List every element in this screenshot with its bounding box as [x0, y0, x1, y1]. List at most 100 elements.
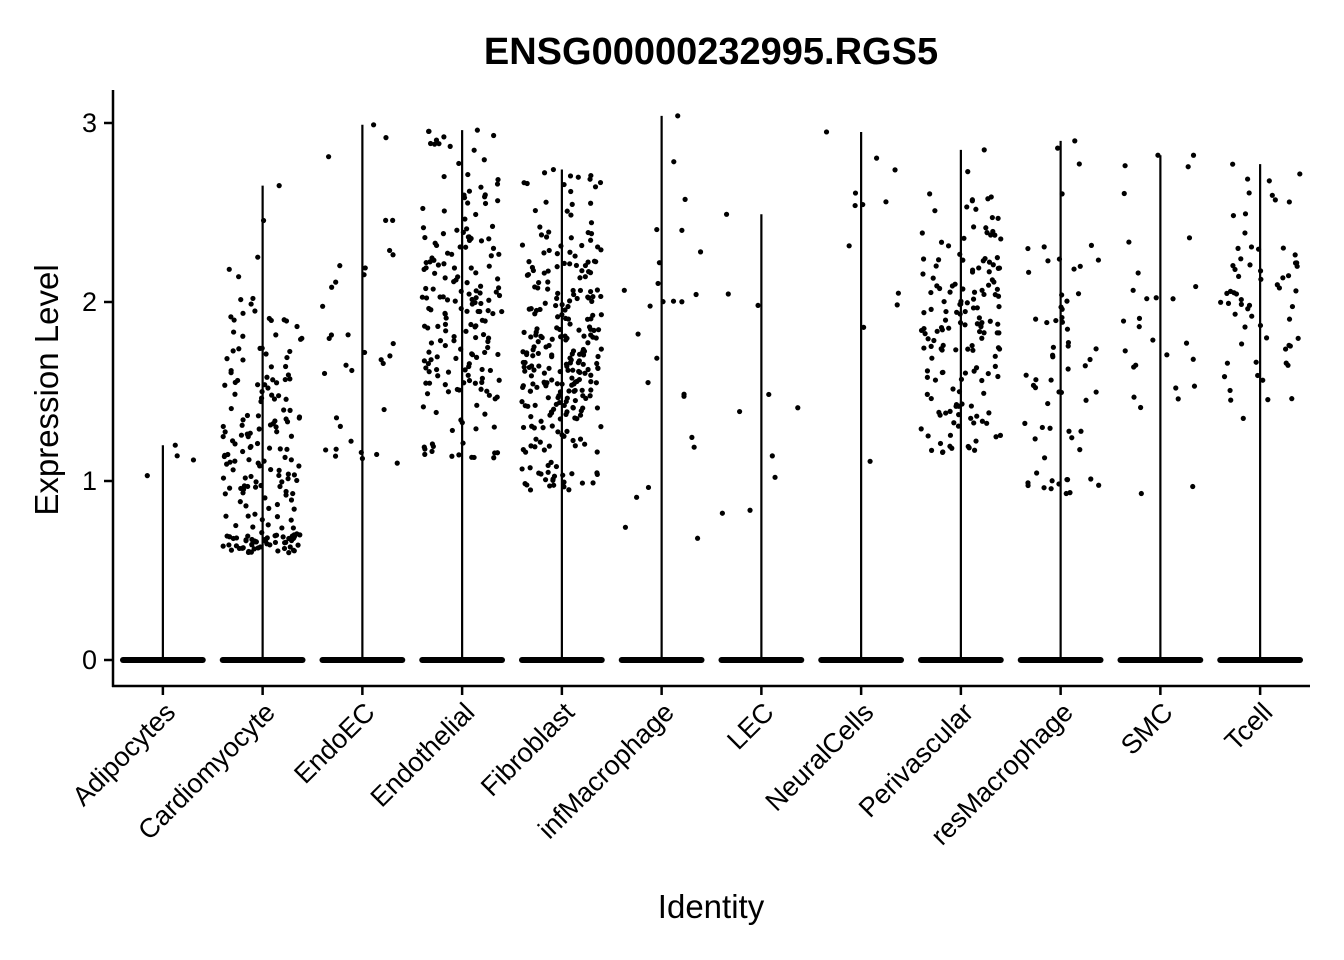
data-point — [473, 354, 480, 360]
data-point — [927, 191, 933, 197]
data-point — [719, 510, 725, 516]
data-point — [485, 344, 491, 351]
data-point — [587, 393, 593, 399]
data-point — [521, 180, 527, 186]
data-point — [464, 280, 470, 286]
data-point — [530, 353, 536, 359]
data-point — [546, 247, 552, 254]
data-point — [588, 316, 594, 322]
data-point — [1224, 290, 1230, 297]
data-point — [429, 448, 435, 454]
data-point — [253, 539, 259, 545]
data-point — [559, 302, 565, 308]
data-point — [291, 506, 297, 512]
data-point — [990, 262, 996, 268]
data-point — [487, 367, 493, 374]
data-point — [527, 465, 533, 471]
data-point — [222, 382, 228, 388]
data-point — [588, 237, 594, 243]
data-point — [442, 310, 448, 316]
data-point — [230, 467, 236, 473]
data-point — [1260, 377, 1266, 383]
data-point — [973, 365, 980, 371]
data-point — [979, 320, 985, 326]
data-point — [894, 302, 900, 308]
data-point — [452, 298, 458, 304]
data-point — [479, 375, 485, 381]
data-point — [421, 358, 427, 364]
data-point — [957, 320, 964, 326]
data-point — [281, 407, 287, 413]
data-point — [965, 346, 971, 352]
data-point — [755, 302, 761, 309]
data-point — [645, 379, 651, 386]
data-point — [424, 391, 431, 397]
data-point — [1249, 313, 1255, 319]
data-point — [466, 361, 472, 367]
data-point — [576, 351, 583, 357]
data-point — [520, 447, 526, 453]
data-point — [1044, 319, 1050, 326]
data-point — [527, 487, 534, 493]
data-point — [472, 324, 478, 330]
data-point — [479, 366, 485, 373]
data-point — [274, 514, 281, 520]
data-point — [930, 275, 936, 281]
data-point — [486, 297, 492, 303]
data-point — [939, 327, 945, 333]
data-point — [548, 409, 555, 415]
data-point — [287, 407, 293, 413]
data-point — [981, 147, 987, 153]
data-point — [1193, 283, 1199, 290]
data-point — [522, 368, 528, 374]
data-point — [970, 305, 977, 311]
data-point — [671, 159, 677, 165]
plot-area — [119, 113, 1304, 663]
data-point — [264, 541, 270, 547]
data-point — [277, 446, 283, 452]
data-point — [454, 386, 460, 393]
data-point — [252, 511, 258, 517]
data-point — [472, 380, 478, 386]
data-point — [479, 317, 485, 323]
data-point — [230, 348, 236, 354]
data-point — [228, 370, 234, 376]
data-point — [973, 438, 979, 444]
data-point — [521, 364, 527, 370]
data-point — [530, 267, 536, 274]
data-point — [423, 295, 430, 301]
data-point — [577, 369, 583, 376]
data-point — [232, 391, 238, 397]
data-point — [996, 330, 1002, 336]
data-point — [536, 279, 542, 286]
data-point — [598, 293, 604, 300]
data-point — [282, 363, 289, 370]
data-point — [962, 322, 968, 328]
data-point — [473, 270, 479, 276]
data-point — [370, 122, 377, 128]
data-point — [577, 287, 584, 294]
data-point — [598, 424, 604, 430]
data-point — [287, 544, 293, 550]
data-point — [852, 202, 858, 209]
data-point — [477, 290, 483, 296]
data-point — [1185, 164, 1191, 170]
data-point — [1248, 244, 1255, 250]
data-point — [441, 173, 447, 180]
data-point — [1049, 478, 1055, 484]
data-point — [494, 181, 501, 187]
data-point — [1041, 244, 1047, 250]
data-point — [220, 433, 226, 440]
data-point — [1022, 420, 1028, 426]
data-point — [1255, 246, 1262, 252]
group-SMC — [1117, 152, 1204, 663]
data-point — [423, 259, 429, 266]
x-tick-label: Endothelial — [365, 697, 481, 813]
data-point — [276, 183, 282, 189]
data-point — [952, 281, 958, 287]
data-point — [594, 405, 601, 411]
data-point — [984, 230, 990, 236]
data-point — [561, 484, 567, 490]
data-point — [570, 367, 576, 373]
data-point — [463, 328, 469, 334]
